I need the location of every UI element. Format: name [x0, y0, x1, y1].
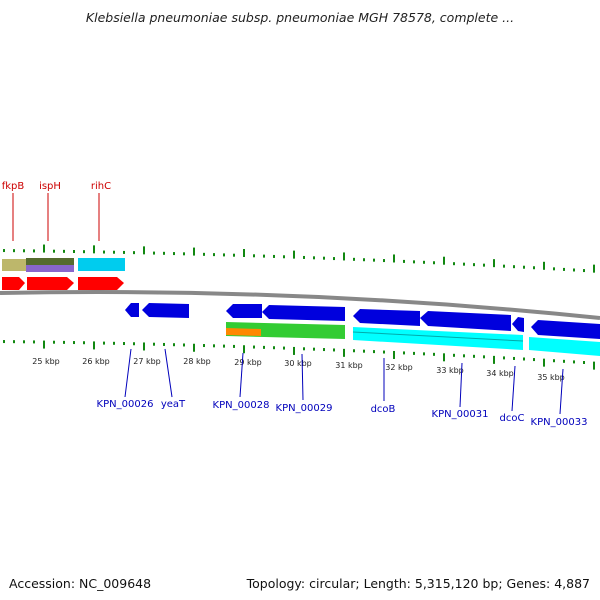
label-KPN_00029[interactable]: KPN_00029	[276, 403, 333, 414]
scale-label-25: 25 kbp	[32, 357, 60, 366]
scale-label-30: 30 kbp	[284, 359, 312, 368]
accession-text: Accession: NC_009648	[9, 576, 152, 591]
label-KPN_00031[interactable]: KPN_00031	[432, 409, 489, 420]
track-khaki	[2, 259, 26, 271]
forward-feature-tracks	[2, 258, 125, 290]
scale-label-35: 35 kbp	[537, 373, 565, 382]
track-orange	[226, 328, 261, 336]
label-dcoB[interactable]: dcoB	[371, 404, 396, 415]
gene-arrow-yeaT[interactable]	[142, 303, 189, 318]
track-aqua-2	[529, 337, 600, 356]
genome-backbone	[0, 290, 600, 320]
scale-labels: 25 kbp 26 kbp 27 kbp 28 kbp 29 kbp 30 kb…	[32, 357, 565, 382]
label-line-KPN_00028	[239, 352, 244, 398]
forward-gene-labels: fkpB ispH rihC	[2, 181, 111, 241]
scale-label-31: 31 kbp	[335, 361, 363, 370]
scale-label-34: 34 kbp	[486, 369, 514, 378]
gene-arrow-KPN_00029[interactable]	[262, 305, 345, 321]
track-divider	[352, 331, 524, 342]
gene-arrow-fkpB[interactable]	[2, 277, 25, 290]
label-KPN_00033[interactable]: KPN_00033	[531, 417, 588, 428]
label-rihC[interactable]: rihC	[91, 181, 111, 192]
label-line-yeaT	[164, 348, 173, 398]
label-line-KPN_00033	[559, 368, 564, 415]
scale-label-32: 32 kbp	[385, 363, 413, 372]
gene-arrow-KPN_00031[interactable]	[420, 311, 511, 331]
scale-label-27: 27 kbp	[133, 357, 161, 366]
track-darkgreen	[26, 258, 74, 265]
label-line-KPN_00031	[459, 362, 463, 408]
scale-label-29: 29 kbp	[234, 358, 262, 367]
summary-text: Topology: circular; Length: 5,315,120 bp…	[246, 576, 590, 591]
tick-row-lower	[3, 340, 595, 370]
reverse-gene-labels: KPN_00026 yeaT KPN_00028 KPN_00029 dcoB …	[97, 348, 588, 428]
gene-arrow-dcoB[interactable]	[353, 309, 420, 326]
label-line-dcoC	[511, 365, 516, 412]
label-line-KPN_00029	[301, 353, 304, 401]
gene-arrow-KPN_00028[interactable]	[226, 304, 262, 318]
scale-label-26: 26 kbp	[82, 357, 110, 366]
label-KPN_00026[interactable]: KPN_00026	[97, 399, 154, 410]
label-dcoC[interactable]: dcoC	[500, 413, 525, 424]
label-ispH[interactable]: ispH	[39, 181, 61, 192]
label-line-KPN_00026	[124, 348, 132, 398]
label-yeaT[interactable]: yeaT	[161, 399, 186, 410]
reverse-feature-tracks	[226, 322, 600, 356]
gene-arrow-KPN_00033[interactable]	[531, 320, 600, 339]
tick-row-upper	[3, 244, 595, 273]
gene-arrow-dcoC[interactable]	[512, 317, 524, 332]
track-cyan-upper	[78, 258, 125, 271]
label-KPN_00028[interactable]: KPN_00028	[213, 400, 270, 411]
gene-arrow-KPN_00026[interactable]	[125, 303, 139, 317]
map-title: Klebsiella pneumoniae subsp. pneumoniae …	[85, 10, 515, 25]
track-purple	[26, 265, 74, 272]
gene-arrow-rihC[interactable]	[78, 277, 124, 290]
track-aqua-1	[353, 327, 523, 350]
scale-label-28: 28 kbp	[183, 357, 211, 366]
label-fkpB[interactable]: fkpB	[2, 181, 25, 192]
gene-arrow-ispH[interactable]	[27, 277, 74, 290]
reverse-gene-arrows	[125, 303, 600, 339]
scale-label-33: 33 kbp	[436, 366, 464, 375]
